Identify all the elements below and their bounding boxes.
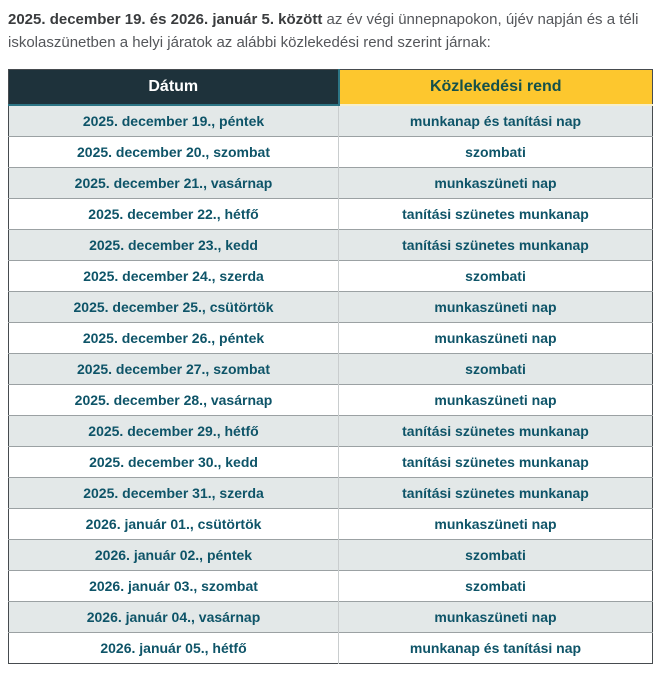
schedule-table: Dátum Közlekedési rend 2025. december 19…	[8, 68, 653, 664]
date-cell: 2026. január 04., vasárnap	[8, 600, 339, 632]
table-row: 2026. január 05., hétfő munkanap és tanít…	[8, 631, 653, 663]
transit-order-cell: szombati	[338, 569, 653, 601]
table-row: 2025. december 21., vasárnap munkaszüneti…	[8, 166, 653, 198]
table-row: 2026. január 01., csütörtök munkaszüneti …	[8, 507, 653, 539]
date-cell: 2025. december 27., szombat	[8, 352, 339, 384]
table-row: 2025. december 27., szombat szombati	[8, 352, 653, 384]
transit-order-cell: szombati	[338, 352, 653, 384]
date-cell: 2025. december 29., hétfő	[8, 414, 339, 446]
date-cell: 2025. december 31., szerda	[8, 476, 339, 508]
transit-order-cell: tanítási szünetes munkanap	[338, 414, 653, 446]
intro-date-range: 2025. december 19. és 2026. január 5. kö…	[8, 11, 323, 28]
table-row: 2025. december 31., szerda tanítási szüne…	[8, 476, 653, 508]
transit-order-cell: tanítási szünetes munkanap	[338, 228, 653, 260]
column-header-date: Dátum	[8, 69, 340, 106]
transit-order-cell: munkaszüneti nap	[338, 383, 653, 415]
table-row: 2025. december 24., szerda szombati	[8, 259, 653, 291]
date-cell: 2025. december 26., péntek	[8, 321, 339, 353]
table-row: 2025. december 19., péntek munkanap és ta…	[8, 104, 653, 136]
table-row: 2025. december 22., hétfő tanítási szünet…	[8, 197, 653, 229]
date-cell: 2025. december 30., kedd	[8, 445, 339, 477]
transit-order-cell: munkanap és tanítási nap	[338, 631, 653, 663]
transit-order-cell: tanítási szünetes munkanap	[338, 476, 653, 508]
table-row: 2025. december 30., kedd tanítási szünete…	[8, 445, 653, 477]
transit-order-cell: tanítási szünetes munkanap	[338, 445, 653, 477]
date-cell: 2025. december 25., csütörtök	[8, 290, 339, 322]
table-header-row: Dátum Közlekedési rend	[8, 69, 653, 106]
table-body: 2025. december 19., péntek munkanap és ta…	[8, 104, 653, 663]
intro-text: az év végi ünnepnapokon, újév napján és …	[8, 11, 639, 52]
transit-order-cell: szombati	[338, 259, 653, 291]
intro-paragraph: 2025. december 19. és 2026. január 5. kö…	[8, 8, 652, 55]
transit-order-cell: szombati	[338, 538, 653, 570]
transit-order-cell: munkaszüneti nap	[338, 600, 653, 632]
transit-order-cell: szombati	[338, 135, 653, 167]
page: 2025. december 19. és 2026. január 5. kö…	[8, 8, 653, 664]
date-cell: 2025. december 24., szerda	[8, 259, 339, 291]
transit-order-cell: munkaszüneti nap	[338, 321, 653, 353]
date-cell: 2025. december 22., hétfő	[8, 197, 339, 229]
date-cell: 2026. január 03., szombat	[8, 569, 339, 601]
transit-order-cell: munkaszüneti nap	[338, 507, 653, 539]
date-cell: 2026. január 01., csütörtök	[8, 507, 339, 539]
table-row: 2026. január 04., vasárnap munkaszüneti n…	[8, 600, 653, 632]
date-cell: 2025. december 28., vasárnap	[8, 383, 339, 415]
table-row: 2025. december 26., péntek munkaszüneti n…	[8, 321, 653, 353]
date-cell: 2025. december 19., péntek	[8, 104, 339, 136]
table-row: 2025. december 23., kedd tanítási szünete…	[8, 228, 653, 260]
date-cell: 2026. január 02., péntek	[8, 538, 339, 570]
table-row: 2025. december 29., hétfő tanítási szünet…	[8, 414, 653, 446]
table-row: 2025. december 20., szombat szombati	[8, 135, 653, 167]
transit-order-cell: munkaszüneti nap	[338, 290, 653, 322]
table-row: 2025. december 25., csütörtök munkaszünet…	[8, 290, 653, 322]
date-cell: 2025. december 21., vasárnap	[8, 166, 339, 198]
column-header-transit-order: Közlekedési rend	[338, 69, 653, 106]
date-cell: 2025. december 23., kedd	[8, 228, 339, 260]
transit-order-cell: munkanap és tanítási nap	[338, 104, 653, 136]
table-row: 2025. december 28., vasárnap munkaszüneti…	[8, 383, 653, 415]
transit-order-cell: munkaszüneti nap	[338, 166, 653, 198]
transit-order-cell: tanítási szünetes munkanap	[338, 197, 653, 229]
table-row: 2026. január 02., péntek szombati	[8, 538, 653, 570]
date-cell: 2026. január 05., hétfő	[8, 631, 339, 663]
date-cell: 2025. december 20., szombat	[8, 135, 339, 167]
table-row: 2026. január 03., szombat szombati	[8, 569, 653, 601]
